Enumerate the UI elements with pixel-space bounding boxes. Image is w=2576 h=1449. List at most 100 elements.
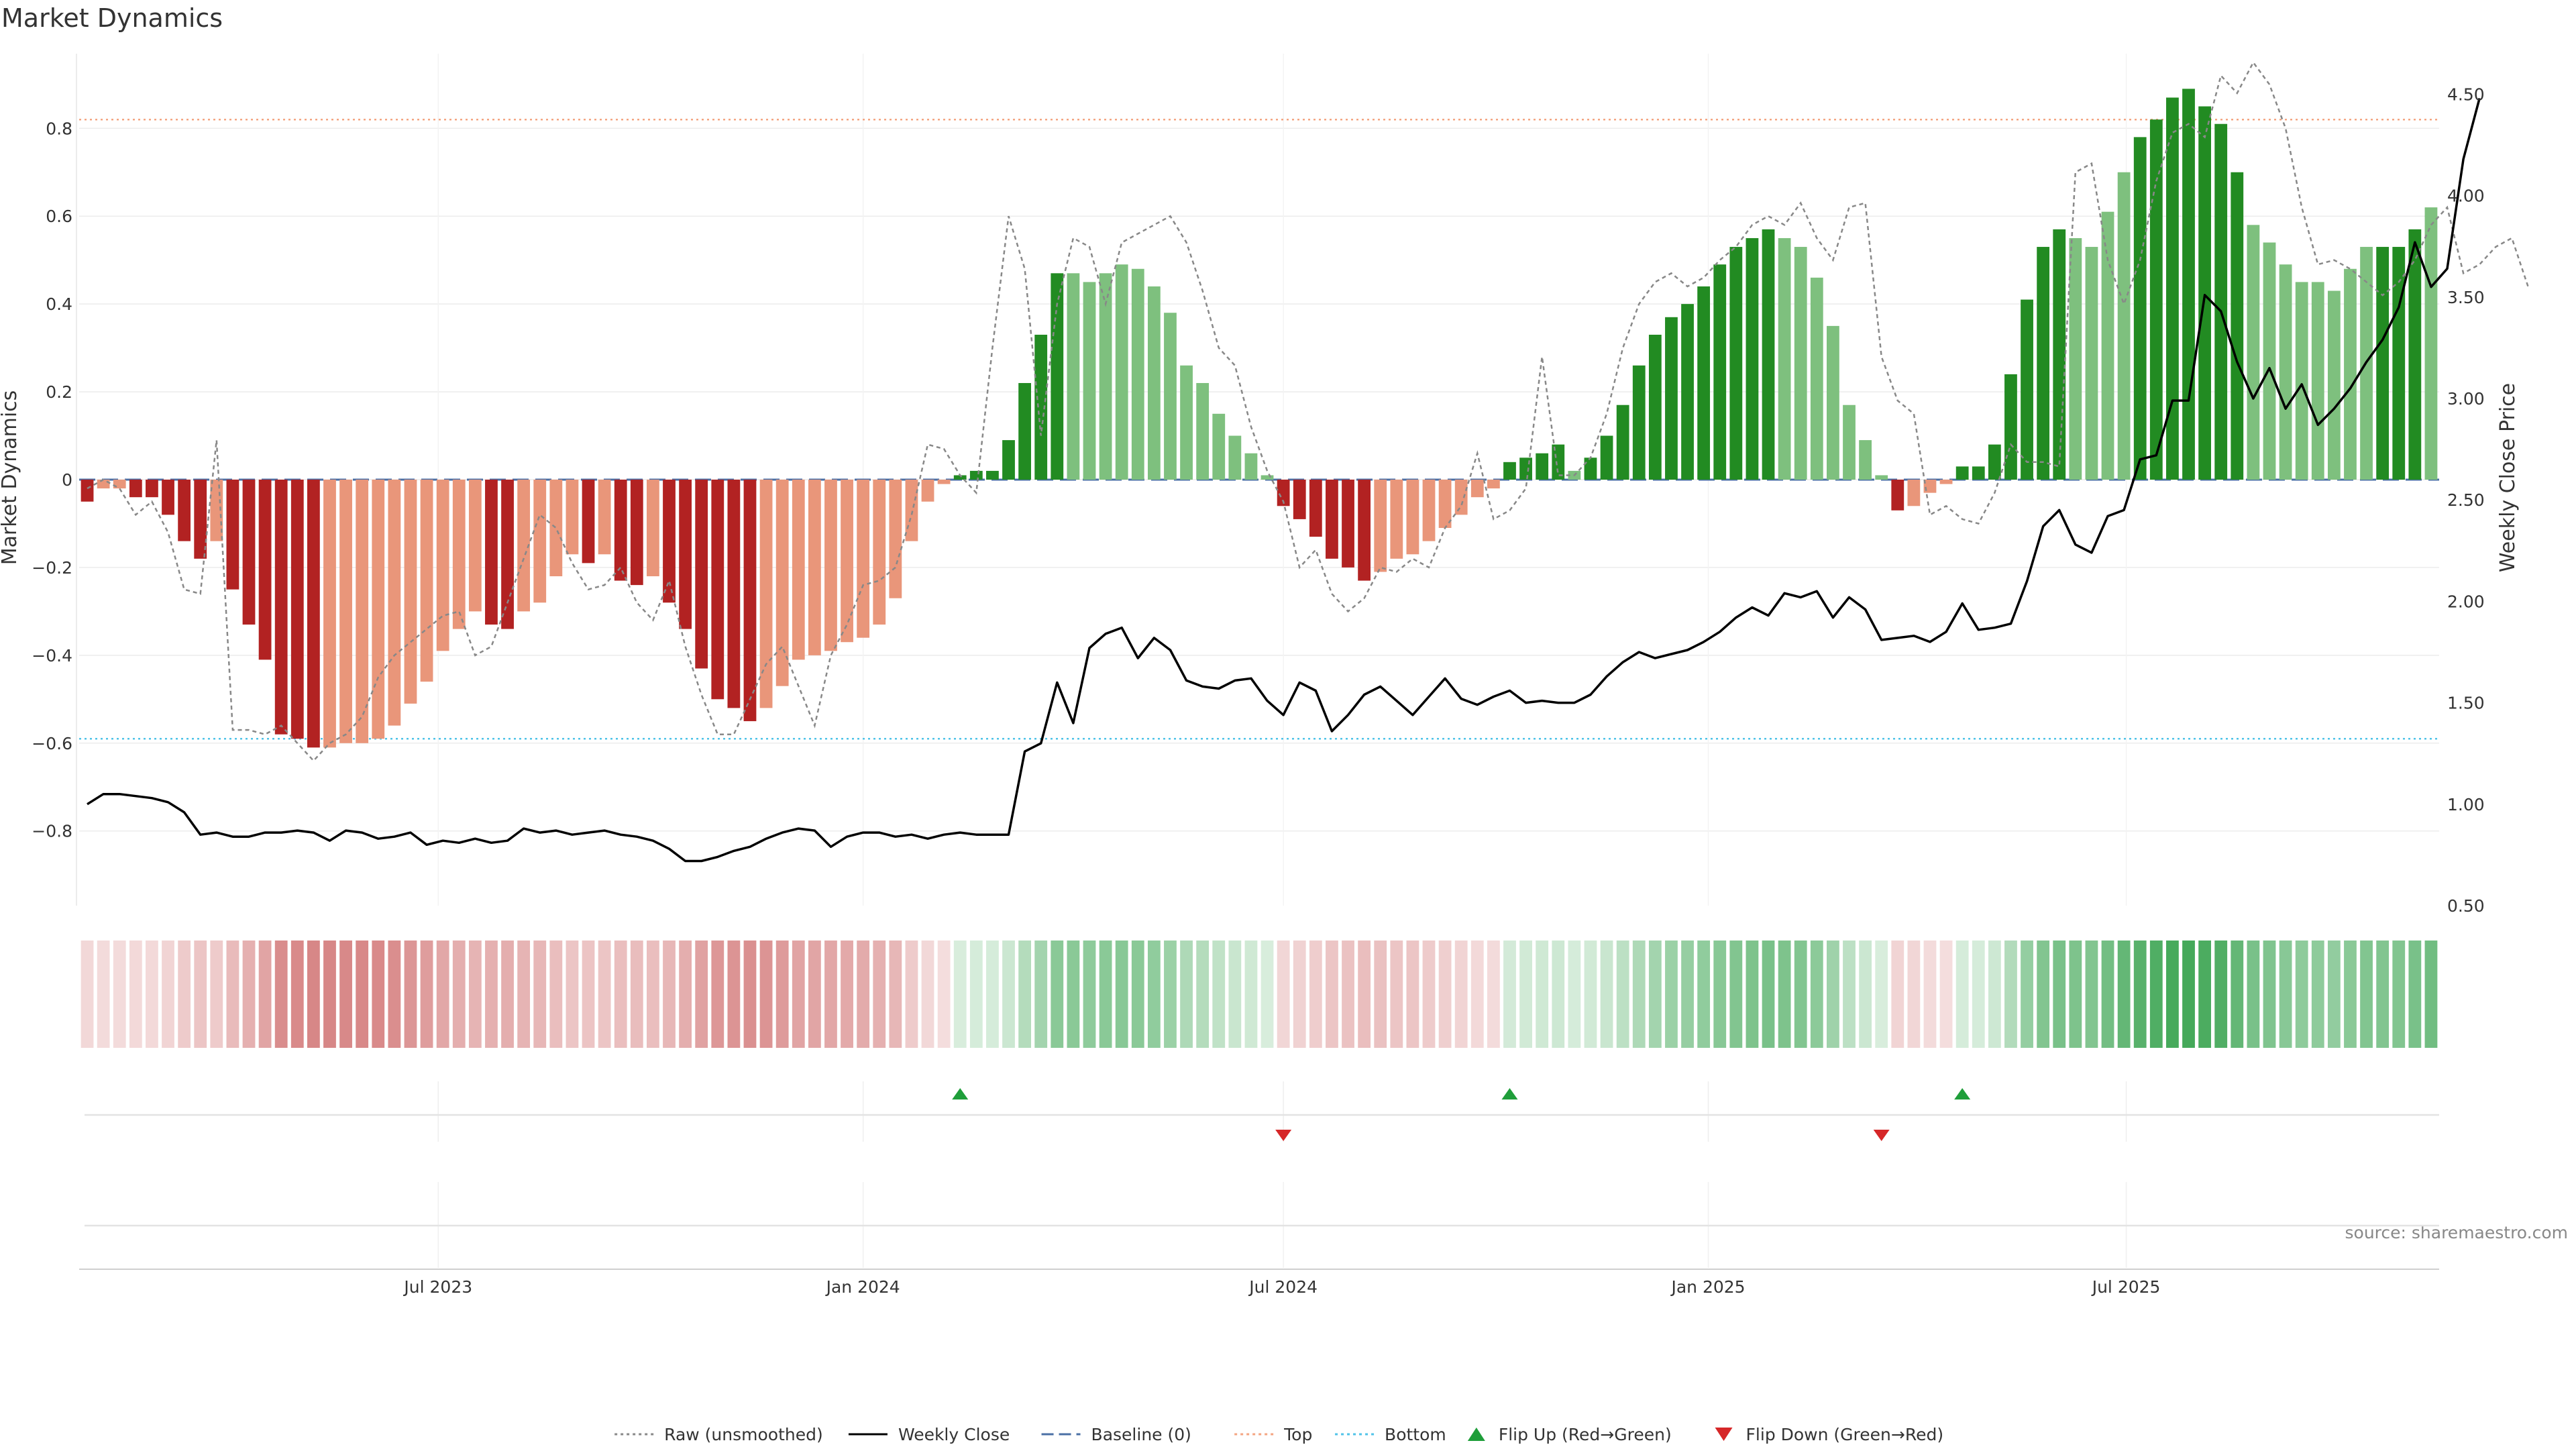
heat-cell xyxy=(679,941,692,1048)
dynamics-bar xyxy=(1277,480,1290,506)
y2-tick-label: 1.00 xyxy=(2447,795,2485,814)
heat-cell xyxy=(1568,941,1581,1048)
heat-cell xyxy=(647,941,659,1048)
dynamics-bar xyxy=(1794,247,1807,480)
heat-cell xyxy=(1470,941,1484,1048)
heat-cell xyxy=(2004,941,2017,1048)
heat-cell xyxy=(1083,941,1096,1048)
dynamics-bar xyxy=(1859,440,1872,480)
heat-cell xyxy=(2231,941,2244,1048)
dynamics-bar xyxy=(2037,247,2050,480)
heat-cell xyxy=(711,941,724,1048)
dynamics-bar xyxy=(2198,106,2212,480)
dynamics-bar xyxy=(1552,444,1565,480)
dynamics-bar xyxy=(1972,466,1985,480)
dynamics-bar xyxy=(1326,480,1338,559)
heat-cell xyxy=(1827,941,1839,1048)
heat-cell xyxy=(1859,941,1872,1048)
heat-cell xyxy=(388,941,401,1048)
close-line-group xyxy=(87,98,2481,863)
heat-cell xyxy=(969,941,983,1048)
heat-cell xyxy=(1260,941,1274,1048)
dynamics-bar xyxy=(1632,365,1646,480)
dynamics-bar xyxy=(1923,480,1937,493)
heat-cell xyxy=(857,941,870,1048)
flip-up-marker xyxy=(952,1088,969,1099)
heat-cell xyxy=(808,941,821,1048)
heat-cell xyxy=(2117,941,2131,1048)
heat-cell xyxy=(1277,941,1290,1048)
chart-title: Market Dynamics xyxy=(1,3,223,33)
heat-cell xyxy=(1762,941,1775,1048)
dynamics-bar xyxy=(517,480,531,612)
dynamics-bar xyxy=(873,480,886,625)
heat-cell xyxy=(274,941,288,1048)
heat-cell xyxy=(1552,941,1565,1048)
dynamics-bar xyxy=(194,480,207,559)
heat-cell xyxy=(1099,941,1112,1048)
raw-line-group xyxy=(87,60,2529,762)
dynamics-bar xyxy=(129,480,142,498)
heat-cell xyxy=(1018,941,1032,1048)
dynamics-bar xyxy=(841,480,853,643)
dynamics-bar xyxy=(598,480,611,555)
raw-line xyxy=(87,60,2529,762)
heat-cell xyxy=(80,941,94,1048)
heat-cell xyxy=(1034,941,1048,1048)
dynamics-bar xyxy=(2021,299,2033,480)
heat-cell xyxy=(242,941,256,1048)
heat-cell xyxy=(485,941,498,1048)
heat-cell xyxy=(1519,941,1532,1048)
dynamics-bar xyxy=(485,480,498,625)
dynamics-bar xyxy=(1309,480,1322,537)
heat-cell xyxy=(2327,941,2341,1048)
y2-tick-label: 1.50 xyxy=(2447,694,2485,713)
heat-cell xyxy=(1131,941,1144,1048)
dynamics-bar xyxy=(1843,405,1856,480)
dynamics-bar xyxy=(953,475,967,480)
dynamics-bar xyxy=(937,480,951,484)
heat-cell xyxy=(1196,941,1210,1048)
heat-cell xyxy=(1600,941,1613,1048)
dynamics-bar xyxy=(759,480,773,708)
dynamics-bar xyxy=(1244,453,1258,480)
heat-cell xyxy=(889,941,902,1048)
heat-cell xyxy=(1406,941,1419,1048)
heat-cell xyxy=(1875,941,1888,1048)
x-tick-label: Jul 2025 xyxy=(2091,1277,2161,1297)
x-tick-label: Jan 2024 xyxy=(825,1277,900,1297)
heat-cell xyxy=(501,941,514,1048)
dynamics-bar xyxy=(1891,480,1904,511)
heat-cell xyxy=(1843,941,1856,1048)
heat-cell xyxy=(404,941,417,1048)
dynamics-bar xyxy=(420,480,433,682)
dynamics-bar xyxy=(2344,268,2357,480)
heat-cell xyxy=(1697,941,1711,1048)
dynamics-bar xyxy=(549,480,563,577)
dynamics-bar xyxy=(1810,277,1823,480)
dynamics-bar xyxy=(1212,413,1226,480)
heat-cell xyxy=(2424,941,2438,1048)
dynamics-bar xyxy=(452,480,466,629)
heat-cell xyxy=(549,941,563,1048)
heat-cell xyxy=(323,941,336,1048)
dynamics-bar xyxy=(727,480,741,708)
y2-tick-label: 4.50 xyxy=(2447,85,2485,104)
heat-cell xyxy=(1746,941,1759,1048)
heat-cell xyxy=(1147,941,1161,1048)
heat-cell xyxy=(97,941,110,1048)
heat-cell xyxy=(792,941,805,1048)
heat-cell xyxy=(1955,941,1969,1048)
heat-cell xyxy=(663,941,676,1048)
dynamics-bar xyxy=(2295,282,2308,480)
dynamics-bar xyxy=(80,480,94,502)
heat-cell xyxy=(759,941,773,1048)
dynamics-bar xyxy=(857,480,870,638)
y-tick-label: 0.6 xyxy=(46,207,72,226)
dynamics-bar xyxy=(2101,211,2114,480)
dynamics-bar xyxy=(1939,480,1953,484)
dynamics-bar xyxy=(97,480,110,489)
x-tick-label: Jul 2023 xyxy=(402,1277,472,1297)
flip-up-marker xyxy=(1954,1088,1971,1099)
dynamics-bar xyxy=(2117,172,2131,480)
